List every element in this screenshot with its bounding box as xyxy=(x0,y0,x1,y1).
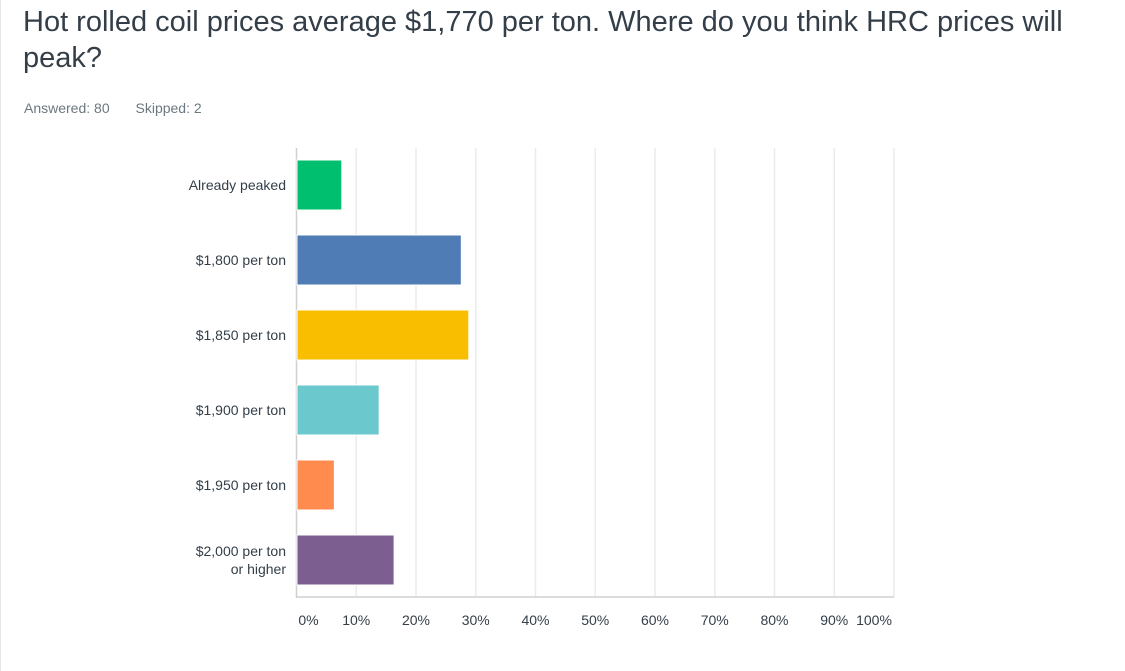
bar xyxy=(296,384,380,436)
category-label: Already peaked xyxy=(189,177,286,193)
bar xyxy=(296,309,470,361)
skipped-count: Skipped: 2 xyxy=(135,100,202,116)
category-label: $1,900 per ton xyxy=(196,402,286,418)
x-tick-label: 70% xyxy=(701,612,729,628)
question-title: Hot rolled coil prices average $1,770 pe… xyxy=(23,6,1063,74)
x-tick-label: 50% xyxy=(581,612,609,628)
x-tick-label: 100% xyxy=(856,612,892,628)
category-label: or higher xyxy=(231,561,287,577)
x-tick-label: 10% xyxy=(342,612,370,628)
category-label: $2,000 per ton xyxy=(196,543,286,559)
bar xyxy=(296,534,395,586)
x-tick-label: 90% xyxy=(820,612,848,628)
bar xyxy=(296,234,462,286)
category-label: $1,850 per ton xyxy=(196,327,286,343)
x-tick-label: 60% xyxy=(641,612,669,628)
x-tick-label: 20% xyxy=(402,612,430,628)
bar xyxy=(296,159,343,211)
response-stats: Answered: 80 Skipped: 2 xyxy=(24,100,224,116)
category-label: $1,800 per ton xyxy=(196,252,286,268)
x-tick-label: 80% xyxy=(760,612,788,628)
x-tick-label: 0% xyxy=(298,612,318,628)
category-label: $1,950 per ton xyxy=(196,477,286,493)
x-tick-label: 30% xyxy=(462,612,490,628)
bar xyxy=(296,459,335,511)
x-tick-label: 40% xyxy=(521,612,549,628)
answered-count: Answered: 80 xyxy=(24,100,110,116)
